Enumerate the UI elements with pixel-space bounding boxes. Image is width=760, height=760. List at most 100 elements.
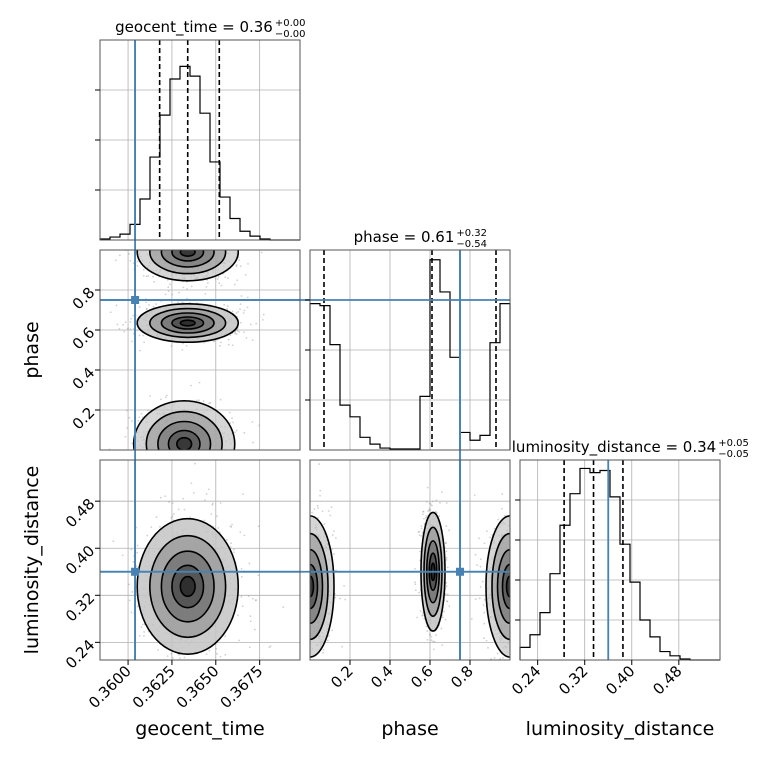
sample-point: [197, 238, 199, 240]
sample-point: [196, 237, 198, 239]
sample-point: [423, 617, 426, 620]
sample-point: [184, 243, 186, 245]
sample-point: [167, 452, 169, 454]
sample-point: [426, 486, 429, 489]
sample-point: [289, 536, 291, 538]
sample-point: [218, 246, 220, 248]
sample-point: [154, 467, 156, 469]
sample-point: [232, 465, 234, 467]
sample-point: [288, 605, 290, 607]
sample-point: [191, 451, 193, 453]
sample-point: [203, 244, 205, 246]
sample-point: [233, 283, 236, 286]
sample-point: [192, 217, 194, 219]
sample-point: [248, 646, 251, 649]
sample-point: [178, 225, 180, 227]
sample-point: [301, 620, 303, 622]
sample-point: [295, 561, 297, 563]
sample-point: [163, 244, 165, 246]
sample-point: [158, 237, 160, 239]
sample-point: [441, 616, 444, 619]
sample-point: [202, 466, 204, 468]
sample-point: [431, 500, 434, 503]
sample-point: [193, 242, 195, 244]
sample-point: [203, 487, 205, 489]
sample-point: [210, 513, 213, 515]
sample-point: [257, 525, 260, 528]
sample-point: [190, 226, 192, 228]
sample-point: [294, 591, 296, 593]
sample-point: [285, 585, 287, 587]
sample-point: [221, 237, 223, 239]
sample-point: [306, 597, 308, 599]
sample-point: [223, 303, 226, 306]
sample-point: [307, 567, 309, 569]
sample-point: [202, 246, 204, 248]
sample-point: [305, 657, 307, 659]
sample-point: [213, 483, 215, 485]
sample-point: [170, 248, 172, 250]
sample-point: [307, 631, 309, 633]
sample-point: [208, 402, 210, 405]
sample-point: [205, 286, 208, 288]
sample-point: [292, 604, 294, 606]
sample-point: [295, 582, 297, 584]
sample-point: [128, 244, 130, 246]
sample-point: [236, 456, 238, 458]
sample-point: [303, 515, 305, 517]
sample-point: [216, 235, 218, 237]
sample-point: [181, 453, 183, 455]
sample-point: [199, 464, 201, 466]
sample-point: [302, 569, 304, 571]
sample-point: [302, 616, 304, 618]
sample-point: [303, 600, 305, 602]
sample-point: [162, 472, 164, 474]
sample-point: [218, 344, 221, 347]
sample-point: [307, 598, 309, 600]
sample-point: [295, 573, 297, 575]
sample-point: [203, 519, 206, 522]
sample-point: [306, 584, 308, 586]
sample-point: [191, 240, 193, 242]
sample-point: [163, 222, 165, 224]
sample-point: [193, 469, 195, 471]
sample-point: [287, 607, 289, 609]
sample-point: [183, 656, 186, 659]
sample-point: [182, 227, 184, 229]
sample-point: [234, 332, 237, 335]
sample-point: [195, 236, 197, 238]
sample-point: [200, 229, 202, 231]
sample-point: [206, 282, 209, 284]
sample-point: [209, 464, 211, 466]
sample-point: [290, 583, 292, 585]
sample-point: [136, 264, 139, 267]
sample-point: [136, 551, 139, 554]
sample-point: [296, 597, 298, 599]
sample-point: [149, 395, 151, 397]
sample-point: [307, 547, 309, 549]
sample-point: [198, 456, 200, 458]
sample-point: [294, 637, 296, 639]
sample-point: [303, 532, 305, 534]
sample-point: [333, 553, 335, 555]
sample-point: [196, 454, 198, 456]
sample-point: [182, 286, 185, 289]
sample-point: [418, 534, 421, 537]
sample-point: [185, 243, 187, 245]
sample-point: [245, 336, 248, 339]
sample-point: [303, 592, 305, 594]
sample-point: [421, 531, 424, 534]
sample-point: [197, 466, 199, 468]
sample-point: [181, 452, 183, 454]
sample-point: [147, 244, 149, 246]
sample-point: [175, 454, 177, 456]
sample-point: [289, 618, 291, 620]
sample-point: [187, 242, 189, 244]
sample-point: [418, 591, 421, 594]
sample-point: [288, 485, 290, 487]
sample-point: [305, 706, 307, 708]
sample-point: [176, 229, 178, 231]
sample-point: [185, 236, 187, 238]
sample-point: [198, 464, 200, 466]
sample-point: [173, 242, 175, 244]
